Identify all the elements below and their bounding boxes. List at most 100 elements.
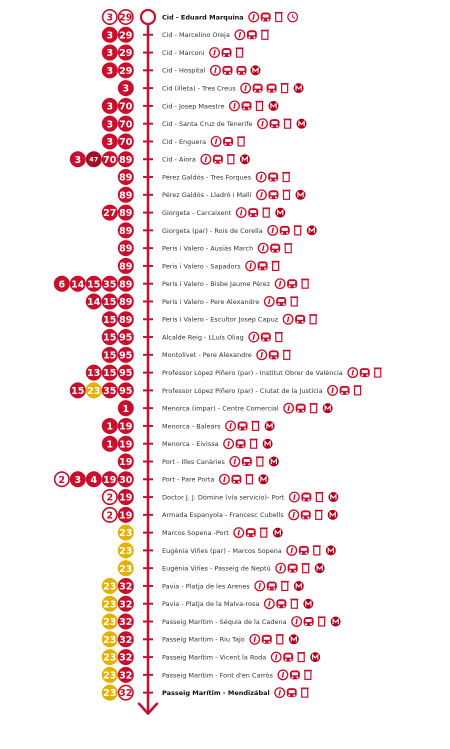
info-icon[interactable] xyxy=(286,544,298,556)
bin-icon[interactable] xyxy=(255,100,264,112)
stop-row[interactable]: 2 19 Doctor J. J. Dòmine (vía servicio)- P… xyxy=(101,489,339,506)
bus-icon[interactable] xyxy=(241,457,252,466)
info-icon[interactable] xyxy=(210,136,222,147)
stop-row[interactable]: 3 47 70 89 Cid - Aiora xyxy=(69,151,250,168)
info-icon[interactable] xyxy=(283,402,295,414)
info-icon[interactable] xyxy=(256,349,268,361)
info-icon[interactable] xyxy=(249,633,261,645)
bus-icon[interactable] xyxy=(246,30,257,40)
bus-icon[interactable] xyxy=(268,172,279,182)
metro-icon[interactable] xyxy=(268,100,279,111)
bin-icon[interactable] xyxy=(280,580,289,592)
bin-icon[interactable] xyxy=(259,527,268,538)
stop-row[interactable]: 3 Cid (illeta) - Tres Creus xyxy=(117,80,304,97)
metro-icon[interactable] xyxy=(296,118,307,129)
info-icon[interactable] xyxy=(257,242,269,254)
info-icon[interactable] xyxy=(248,11,260,23)
stop-row[interactable]: 23 32 Passeig Marítim - Séquia de la Caden… xyxy=(101,613,341,630)
bin-icon[interactable] xyxy=(317,616,326,627)
bus-icon[interactable] xyxy=(241,101,252,111)
stop-row[interactable]: 89 Peris i Valero - Ausiàs March xyxy=(117,240,293,257)
bin-icon[interactable] xyxy=(309,314,318,325)
bin-icon[interactable] xyxy=(301,278,310,289)
bin-icon[interactable] xyxy=(290,296,299,307)
stop-row[interactable]: 89 Pérez Galdós - Lladró i Mallí xyxy=(117,186,306,203)
bus-icon[interactable] xyxy=(276,296,287,306)
stop-row[interactable]: 23 32 Passeig Marítim - Mendizábal xyxy=(101,684,309,701)
info-icon[interactable] xyxy=(274,278,286,290)
bus-icon[interactable] xyxy=(266,581,277,591)
bus-icon[interactable] xyxy=(279,225,290,235)
bin-icon[interactable] xyxy=(314,509,323,520)
info-icon[interactable] xyxy=(270,651,282,663)
metro-icon[interactable] xyxy=(293,580,304,591)
bus-icon[interactable] xyxy=(235,439,246,449)
bin-icon[interactable] xyxy=(300,687,309,698)
bus-icon[interactable] xyxy=(268,190,279,200)
metro-icon[interactable] xyxy=(310,652,321,663)
bus-icon[interactable] xyxy=(359,368,370,378)
bus-icon[interactable] xyxy=(221,48,232,58)
stop-row[interactable]: 15 23 35 95 Professor López Piñero (par) - C… xyxy=(69,382,362,399)
metro-icon[interactable] xyxy=(250,65,261,76)
stop-row[interactable]: 23 Eugènia Viñes (par) - Marcos Sopena xyxy=(117,542,336,559)
bin-icon[interactable] xyxy=(235,47,244,58)
clock-icon[interactable] xyxy=(287,11,299,23)
stop-row[interactable]: 23 32 Pavia - Platja de la Malva-rosa xyxy=(101,595,314,612)
info-icon[interactable] xyxy=(267,224,279,236)
info-icon[interactable] xyxy=(254,580,266,592)
bus-icon[interactable] xyxy=(295,314,306,324)
bin-icon[interactable] xyxy=(271,260,280,272)
bus-icon[interactable] xyxy=(231,474,242,484)
bin-icon[interactable] xyxy=(251,420,260,432)
bin-icon[interactable] xyxy=(262,207,271,218)
bus-icon[interactable] xyxy=(266,83,277,93)
info-icon[interactable] xyxy=(233,527,245,539)
metro-icon[interactable] xyxy=(262,438,273,449)
stop-row[interactable]: 23 32 Passeig Marítim - Vicent la Roda xyxy=(101,649,321,666)
bus-icon[interactable] xyxy=(223,136,234,146)
stop-row[interactable]: 19 Port - Illes Canàries xyxy=(117,453,279,470)
stop-row[interactable]: 2 19 Armada Espanyola - Francesc Cubells xyxy=(101,506,338,523)
metro-icon[interactable] xyxy=(268,456,279,467)
info-icon[interactable] xyxy=(255,171,267,183)
bin-icon[interactable] xyxy=(274,11,283,23)
bus-icon[interactable] xyxy=(236,65,247,75)
bus-icon[interactable] xyxy=(260,12,271,22)
info-icon[interactable] xyxy=(209,47,220,59)
bus-icon[interactable] xyxy=(287,563,298,573)
bin-icon[interactable] xyxy=(282,171,291,183)
metro-icon[interactable] xyxy=(239,154,250,165)
info-icon[interactable] xyxy=(277,669,289,681)
bus-icon[interactable] xyxy=(269,119,280,129)
bin-icon[interactable] xyxy=(275,634,284,645)
bin-icon[interactable] xyxy=(249,438,258,449)
metro-icon[interactable] xyxy=(272,527,283,538)
bus-icon[interactable] xyxy=(268,350,279,360)
info-icon[interactable] xyxy=(200,153,212,165)
metro-icon[interactable] xyxy=(275,207,286,218)
bus-icon[interactable] xyxy=(286,688,297,698)
info-icon[interactable] xyxy=(275,562,287,574)
bin-icon[interactable] xyxy=(226,154,235,165)
bus-icon[interactable] xyxy=(257,261,268,271)
bin-icon[interactable] xyxy=(282,189,291,200)
stop-row[interactable]: 89 Pérez Galdós - Tres Forques xyxy=(117,169,291,186)
stop-row[interactable]: 15 95 Alcalde Reig - LLuís Oliag xyxy=(101,329,283,346)
metro-icon[interactable] xyxy=(258,474,269,485)
bus-icon[interactable] xyxy=(212,154,223,164)
info-icon[interactable] xyxy=(240,82,252,94)
metro-icon[interactable] xyxy=(293,83,304,94)
stop-row[interactable]: 14 15 89 Peris i Valero - Pere Alexandre xyxy=(85,293,299,310)
bin-icon[interactable] xyxy=(245,474,254,485)
bus-icon[interactable] xyxy=(298,545,309,555)
bus-icon[interactable] xyxy=(303,617,314,627)
metro-icon[interactable] xyxy=(322,403,333,414)
bin-icon[interactable] xyxy=(283,118,292,129)
info-icon[interactable] xyxy=(210,64,221,76)
bus-icon[interactable] xyxy=(283,652,294,662)
stop-row[interactable]: 15 89 Peris i Valero - Escultor Josep Capu… xyxy=(101,311,318,328)
stop-row[interactable]: 3 29 Cid - Hospital xyxy=(101,62,261,79)
stop-row[interactable]: 3 29 Cid - Eduard Marquina xyxy=(101,8,299,26)
bin-icon[interactable] xyxy=(274,331,283,343)
